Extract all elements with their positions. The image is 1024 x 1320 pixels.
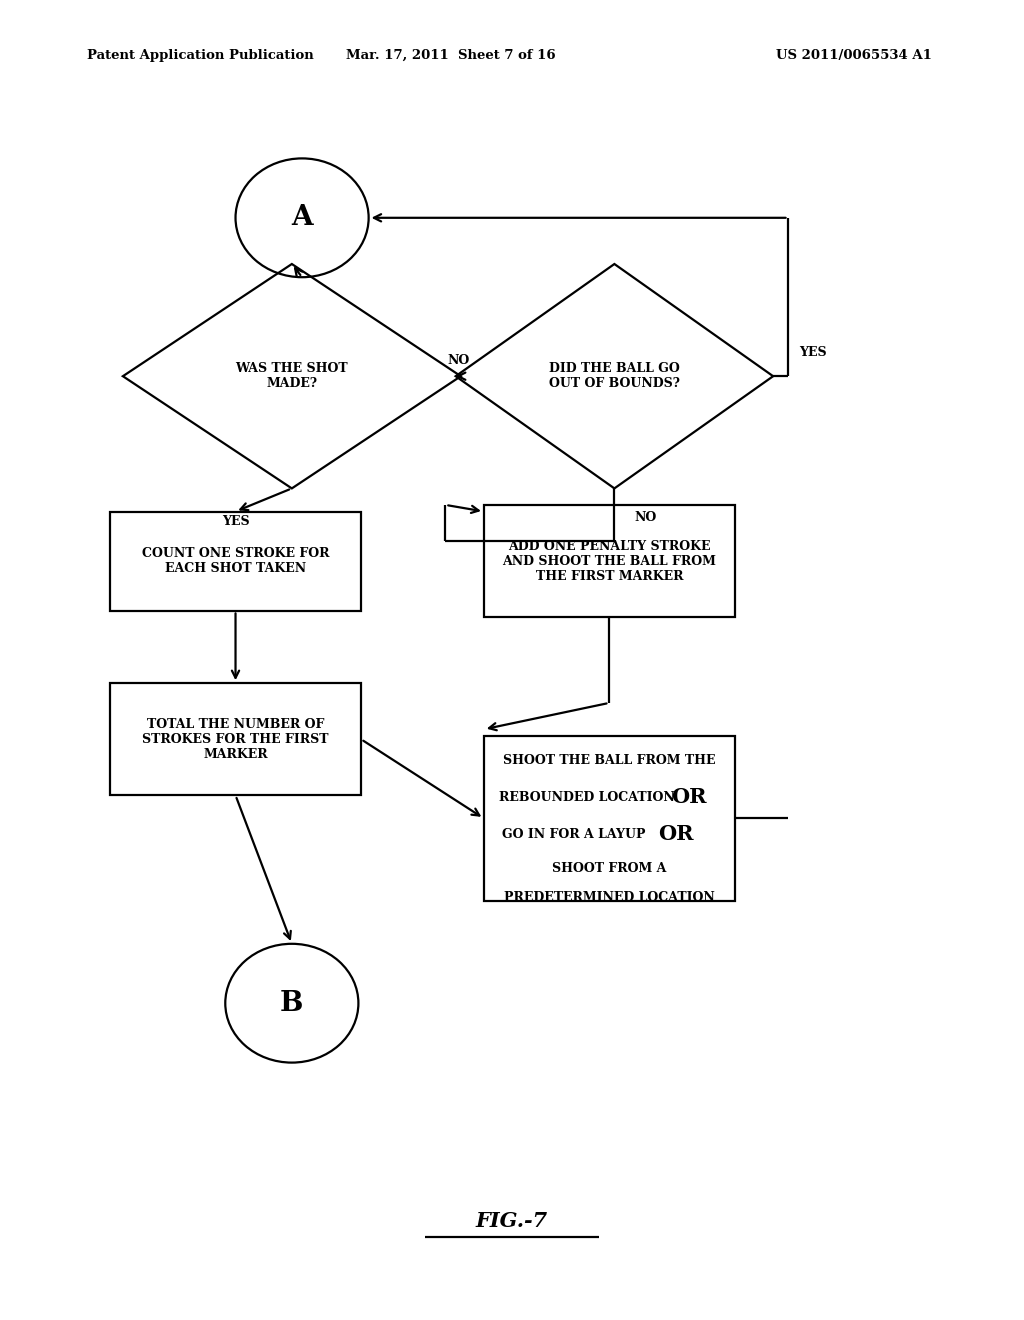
Text: COUNT ONE STROKE FOR
EACH SHOT TAKEN: COUNT ONE STROKE FOR EACH SHOT TAKEN [141,546,330,576]
Text: Mar. 17, 2011  Sheet 7 of 16: Mar. 17, 2011 Sheet 7 of 16 [346,49,555,62]
Text: YES: YES [222,515,249,528]
Bar [483,506,735,618]
Text: NO: NO [635,511,657,524]
Text: SHOOT THE BALL FROM THE: SHOOT THE BALL FROM THE [503,754,716,767]
Text: A: A [291,205,313,231]
Text: GO IN FOR A LAYUP: GO IN FOR A LAYUP [502,828,645,841]
Text: REBOUNDED LOCATION: REBOUNDED LOCATION [499,791,675,804]
Text: SHOOT FROM A: SHOOT FROM A [552,862,667,875]
Bar [111,511,361,610]
Text: WAS THE SHOT
MADE?: WAS THE SHOT MADE? [236,362,348,391]
Text: B: B [281,990,303,1016]
Text: Patent Application Publication: Patent Application Publication [87,49,313,62]
Text: OR: OR [672,787,707,808]
Text: ADD ONE PENALTY STROKE
AND SHOOT THE BALL FROM
THE FIRST MARKER: ADD ONE PENALTY STROKE AND SHOOT THE BAL… [503,540,716,582]
Text: US 2011/0065534 A1: US 2011/0065534 A1 [776,49,932,62]
Text: NO: NO [447,354,469,367]
Text: DID THE BALL GO
OUT OF BOUNDS?: DID THE BALL GO OUT OF BOUNDS? [549,362,680,391]
Text: PREDETERMINED LOCATION: PREDETERMINED LOCATION [504,891,715,904]
Bar [483,737,735,900]
Text: YES: YES [799,346,826,359]
Text: OR: OR [658,824,693,845]
Text: FIG.-7: FIG.-7 [476,1210,548,1232]
Bar [111,682,361,795]
Text: TOTAL THE NUMBER OF
STROKES FOR THE FIRST
MARKER: TOTAL THE NUMBER OF STROKES FOR THE FIRS… [142,718,329,760]
